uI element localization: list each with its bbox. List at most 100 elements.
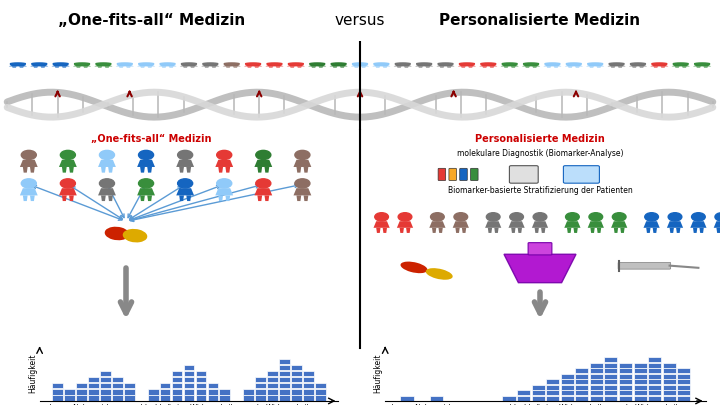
Circle shape <box>117 63 132 65</box>
Polygon shape <box>458 65 476 66</box>
Polygon shape <box>574 228 577 233</box>
Circle shape <box>510 213 523 221</box>
Polygon shape <box>690 221 706 228</box>
Circle shape <box>310 63 325 65</box>
Polygon shape <box>225 167 230 173</box>
Bar <box>662 385 676 390</box>
Polygon shape <box>503 66 508 68</box>
Polygon shape <box>62 167 67 173</box>
Circle shape <box>246 63 261 65</box>
Polygon shape <box>613 228 618 233</box>
Polygon shape <box>297 167 301 173</box>
Bar <box>303 377 314 382</box>
Bar <box>648 374 661 379</box>
Polygon shape <box>618 66 623 68</box>
Polygon shape <box>30 65 48 66</box>
Polygon shape <box>176 160 194 167</box>
Polygon shape <box>104 66 109 68</box>
Circle shape <box>22 179 36 188</box>
Polygon shape <box>588 221 604 228</box>
Bar <box>315 389 326 394</box>
Polygon shape <box>311 66 316 68</box>
Polygon shape <box>266 65 284 66</box>
Circle shape <box>454 213 468 221</box>
Polygon shape <box>294 188 311 195</box>
Polygon shape <box>436 65 454 66</box>
Circle shape <box>533 213 547 221</box>
Bar <box>100 395 111 401</box>
Bar <box>531 390 544 395</box>
Bar <box>619 396 632 401</box>
Polygon shape <box>140 66 145 68</box>
Bar <box>575 374 588 379</box>
Bar <box>100 377 111 382</box>
Polygon shape <box>179 167 184 173</box>
Polygon shape <box>297 66 302 68</box>
Bar <box>160 383 171 388</box>
Polygon shape <box>504 254 576 283</box>
Polygon shape <box>52 65 70 66</box>
Bar <box>604 358 618 362</box>
Circle shape <box>217 150 232 160</box>
Polygon shape <box>500 65 518 66</box>
Bar <box>648 369 661 373</box>
Polygon shape <box>564 221 580 228</box>
Polygon shape <box>394 65 412 66</box>
Bar <box>220 389 230 394</box>
Bar <box>561 379 574 384</box>
Polygon shape <box>590 228 595 233</box>
Bar <box>88 389 99 394</box>
Bar <box>303 395 314 401</box>
Polygon shape <box>330 65 348 66</box>
Circle shape <box>644 213 658 221</box>
Text: „One-fits-all“ Medizin: „One-fits-all“ Medizin <box>58 13 245 28</box>
Polygon shape <box>98 160 116 167</box>
Polygon shape <box>276 66 281 68</box>
Polygon shape <box>23 167 27 173</box>
Polygon shape <box>59 160 77 167</box>
Polygon shape <box>33 66 38 68</box>
Circle shape <box>416 63 432 65</box>
Polygon shape <box>375 66 380 68</box>
Polygon shape <box>554 66 559 68</box>
Bar <box>196 389 207 394</box>
Polygon shape <box>62 66 67 68</box>
Polygon shape <box>269 66 274 68</box>
Bar <box>531 385 544 390</box>
Polygon shape <box>257 167 262 173</box>
Circle shape <box>487 213 500 221</box>
Polygon shape <box>308 65 326 66</box>
Polygon shape <box>140 195 145 201</box>
Polygon shape <box>650 65 668 66</box>
Bar <box>561 385 574 390</box>
Bar <box>279 371 290 376</box>
Polygon shape <box>446 66 451 68</box>
Polygon shape <box>644 221 660 228</box>
Polygon shape <box>69 195 74 201</box>
Polygon shape <box>508 221 525 228</box>
Polygon shape <box>608 65 626 66</box>
Bar <box>279 389 290 394</box>
Bar <box>196 377 207 382</box>
Bar <box>291 377 302 382</box>
Bar <box>662 379 676 384</box>
Bar <box>112 389 122 394</box>
Circle shape <box>295 179 310 188</box>
Circle shape <box>630 63 646 65</box>
Polygon shape <box>490 66 495 68</box>
Circle shape <box>331 63 346 65</box>
Polygon shape <box>693 228 697 233</box>
Bar <box>196 383 207 388</box>
Polygon shape <box>148 167 152 173</box>
Bar <box>619 390 632 395</box>
Polygon shape <box>589 66 594 68</box>
Polygon shape <box>621 228 625 233</box>
Bar <box>184 395 194 401</box>
Bar <box>678 396 690 401</box>
Polygon shape <box>108 167 113 173</box>
Bar <box>648 379 661 384</box>
Bar <box>561 374 574 379</box>
Polygon shape <box>69 167 74 173</box>
Bar <box>64 389 75 394</box>
Polygon shape <box>222 65 240 66</box>
